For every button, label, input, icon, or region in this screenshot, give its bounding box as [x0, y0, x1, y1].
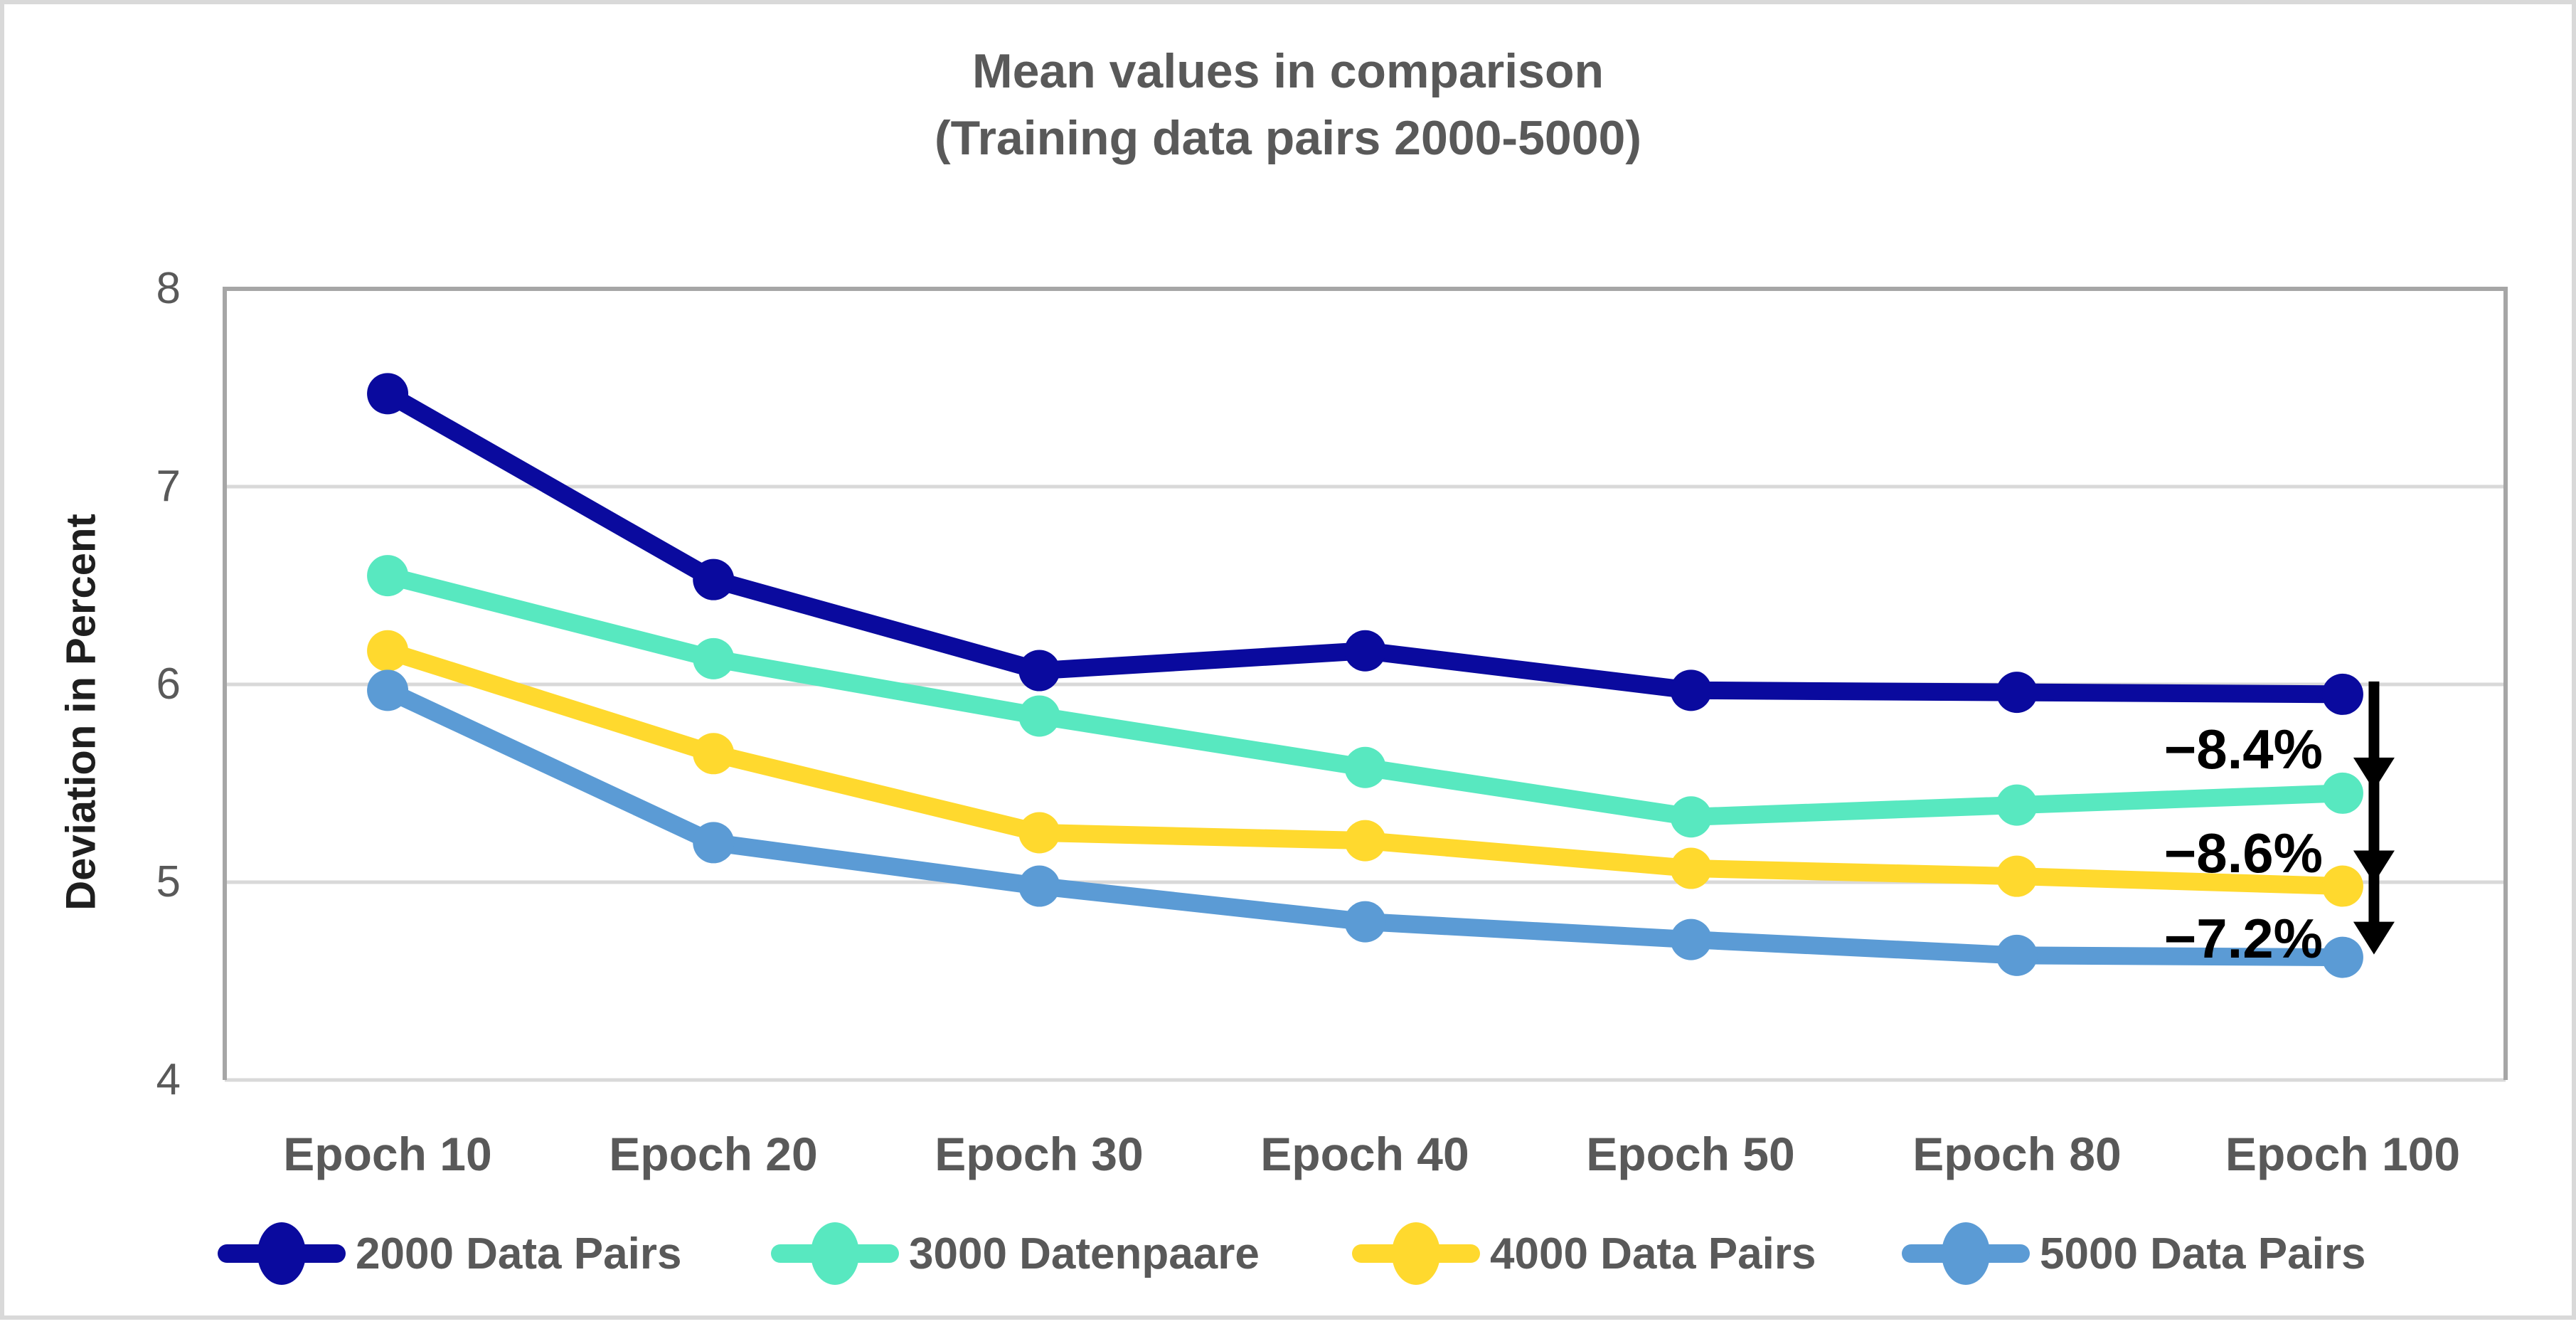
series-marker-3-2	[1018, 865, 1060, 907]
series-marker-1-4	[1670, 796, 1712, 838]
series-marker-2-6	[2321, 865, 2363, 907]
x-tick-epoch-30: Epoch 30	[935, 1128, 1144, 1180]
plot-area	[223, 287, 2508, 1082]
series-marker-1-6	[2321, 772, 2363, 814]
legend-item-3000-datenpaare: 3000 Datenpaare	[771, 1218, 1260, 1289]
series-marker-3-0	[367, 669, 409, 711]
y-tick-7: 7	[156, 462, 181, 511]
legend-label: 5000 Data Pairs	[2040, 1229, 2366, 1278]
y-tick-8: 8	[156, 264, 181, 313]
chart-title: Mean values in comparison (Training data…	[4, 38, 2572, 172]
legend-item-5000-data-pairs: 5000 Data Pairs	[1902, 1218, 2365, 1289]
plot-border	[223, 287, 2508, 1080]
drop-arrow-head-icon-2	[2353, 921, 2395, 955]
y-tick-6: 6	[156, 660, 181, 709]
legend-item-4000-data-pairs: 4000 Data Pairs	[1352, 1218, 1816, 1289]
x-tick-epoch-80: Epoch 80	[1912, 1128, 2122, 1180]
x-tick-epoch-50: Epoch 50	[1586, 1128, 1795, 1180]
series-marker-0-0	[367, 373, 409, 415]
series-marker-2-4	[1670, 847, 1712, 889]
chart-title-line2: (Training data pairs 2000-5000)	[935, 110, 1641, 165]
series-marker-0-4	[1670, 669, 1712, 711]
legend-marker-line-dot-icon	[218, 1218, 346, 1289]
annotation-minus-7.2-percent: −7.2%	[2163, 907, 2323, 970]
series-marker-3-3	[1344, 901, 1386, 943]
x-tick-epoch-40: Epoch 40	[1260, 1128, 1469, 1180]
legend-label: 3000 Datenpaare	[909, 1229, 1260, 1278]
legend-marker-line-dot-icon	[1352, 1218, 1480, 1289]
x-tick-epoch-20: Epoch 20	[609, 1128, 818, 1180]
series-marker-0-3	[1344, 630, 1386, 672]
drop-arrow-head-icon-0	[2353, 757, 2395, 790]
series-marker-1-3	[1344, 746, 1386, 788]
series-marker-2-5	[1996, 855, 2038, 897]
y-tick-4: 4	[156, 1055, 181, 1104]
legend-label: 2000 Data Pairs	[356, 1229, 682, 1278]
y-tick-5: 5	[156, 857, 181, 906]
series-marker-2-1	[693, 733, 735, 775]
legend-marker-line-dot-icon	[771, 1218, 899, 1289]
legend-label: 4000 Data Pairs	[1490, 1229, 1816, 1278]
drop-arrow-head-icon-1	[2353, 850, 2395, 884]
series-marker-2-2	[1018, 812, 1060, 854]
series-marker-1-5	[1996, 784, 2038, 826]
x-tick-epoch-10: Epoch 10	[283, 1128, 492, 1180]
series-marker-2-3	[1344, 820, 1386, 862]
series-marker-1-1	[693, 637, 735, 679]
series-marker-0-1	[693, 558, 735, 600]
legend-marker-line-dot-icon	[1902, 1218, 2030, 1289]
series-marker-1-2	[1018, 695, 1060, 737]
series-marker-3-5	[1996, 934, 2038, 976]
series-marker-0-2	[1018, 650, 1060, 692]
legend-item-2000-data-pairs: 2000 Data Pairs	[218, 1218, 681, 1289]
series-marker-3-4	[1670, 918, 1712, 960]
annotation-minus-8.6-percent: −8.6%	[2163, 822, 2323, 884]
annotation-minus-8.4-percent: −8.4%	[2163, 718, 2323, 780]
series-marker-0-6	[2321, 673, 2363, 715]
series-marker-0-5	[1996, 672, 2038, 714]
x-tick-epoch-100: Epoch 100	[2225, 1128, 2461, 1180]
chart-title-line1: Mean values in comparison	[972, 44, 1604, 98]
series-marker-2-0	[367, 630, 409, 672]
series-marker-1-0	[367, 555, 409, 597]
series-marker-3-1	[693, 822, 735, 864]
series-marker-3-6	[2321, 936, 2363, 978]
